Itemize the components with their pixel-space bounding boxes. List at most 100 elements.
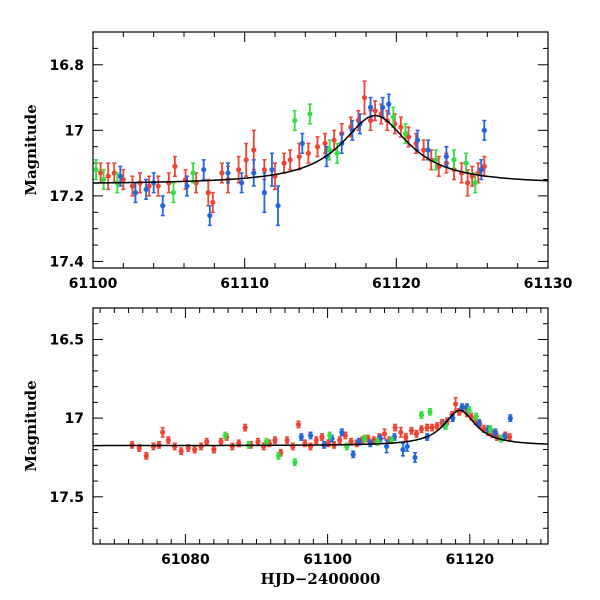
data-point — [111, 170, 117, 176]
data-point — [322, 140, 328, 147]
data-point — [255, 439, 261, 445]
data-point — [350, 451, 356, 457]
data-point — [452, 401, 459, 407]
data-point — [403, 434, 409, 440]
data-point — [146, 183, 152, 189]
data-point — [418, 426, 425, 432]
data-point — [172, 443, 178, 450]
data-point — [184, 183, 190, 189]
data-point — [327, 147, 333, 153]
data-point — [236, 167, 242, 173]
data-point — [476, 420, 482, 426]
data-point — [398, 429, 404, 435]
series-blue — [298, 403, 513, 463]
data-point — [292, 459, 298, 465]
data-point — [424, 424, 430, 431]
data-point — [305, 150, 311, 156]
y-axis-label: Magnitude — [22, 380, 40, 471]
data-point — [172, 163, 178, 169]
data-point — [481, 127, 487, 133]
data-point — [207, 212, 213, 219]
data-point — [361, 435, 368, 442]
data-point — [408, 428, 415, 434]
data-point — [337, 437, 343, 443]
series-green — [222, 406, 504, 467]
series-green — [93, 103, 478, 204]
data-point — [313, 437, 319, 443]
data-point — [236, 440, 242, 446]
data-point — [243, 157, 249, 163]
data-point — [331, 137, 337, 143]
data-point — [388, 437, 395, 443]
data-point — [433, 157, 439, 163]
data-point — [143, 186, 149, 192]
data-point — [178, 448, 184, 454]
y-tick-label: 17 — [65, 123, 84, 139]
data-point — [298, 434, 304, 440]
data-point — [251, 170, 257, 176]
y-tick-label: 16.5 — [49, 332, 84, 348]
data-point — [205, 190, 211, 196]
data-point — [222, 432, 228, 439]
data-point — [132, 190, 139, 196]
data-point — [434, 423, 440, 429]
data-point — [374, 439, 380, 445]
data-point — [101, 176, 107, 183]
data-point — [210, 199, 216, 206]
data-point — [287, 157, 293, 163]
data-point — [269, 167, 275, 173]
y-tick-label: 17 — [65, 411, 84, 427]
top-panel: 61100 61110 61120 61130 16.8 17 17.2 17.4 Magnit… — [22, 31, 573, 292]
data-point — [478, 167, 484, 173]
data-point — [307, 432, 314, 439]
data-point — [170, 190, 176, 196]
data-point — [192, 447, 198, 453]
data-point — [225, 170, 231, 176]
plot-area — [93, 80, 548, 227]
x-tick-label: 61100 — [69, 276, 118, 292]
data-point — [349, 127, 355, 133]
data-point — [451, 157, 457, 163]
plot-area — [93, 396, 548, 467]
data-point — [402, 131, 409, 137]
data-point — [204, 439, 210, 445]
data-point — [166, 180, 172, 186]
data-point — [211, 447, 217, 453]
data-point — [404, 443, 410, 450]
data-point — [492, 429, 498, 435]
data-point — [242, 424, 248, 431]
data-point — [261, 167, 267, 173]
data-point — [405, 134, 412, 140]
data-point — [275, 453, 282, 459]
data-point — [97, 170, 104, 176]
data-point — [136, 445, 142, 451]
data-point — [414, 137, 421, 143]
data-point — [412, 454, 418, 461]
data-point — [117, 173, 123, 179]
axes-frame — [92, 307, 549, 545]
data-point — [229, 443, 235, 450]
data-point — [386, 101, 392, 107]
data-point — [372, 108, 378, 114]
data-point — [398, 124, 404, 130]
data-point — [367, 117, 374, 124]
data-point — [292, 117, 298, 124]
data-point — [319, 434, 325, 440]
data-point — [185, 445, 191, 451]
x-tick-label: 61100 — [303, 552, 352, 568]
data-point — [129, 183, 136, 189]
data-point — [334, 150, 340, 156]
model-curve — [93, 114, 548, 184]
data-point — [472, 180, 478, 186]
data-point — [299, 140, 305, 147]
data-point — [314, 144, 321, 150]
data-point — [392, 424, 398, 431]
data-point — [160, 429, 166, 435]
data-point — [218, 439, 224, 445]
y-tick-label: 17.2 — [49, 189, 84, 205]
data-point — [272, 437, 278, 443]
y-axis-label: Magnitude — [22, 104, 40, 195]
data-point — [413, 431, 420, 437]
axes-frame — [92, 31, 549, 269]
